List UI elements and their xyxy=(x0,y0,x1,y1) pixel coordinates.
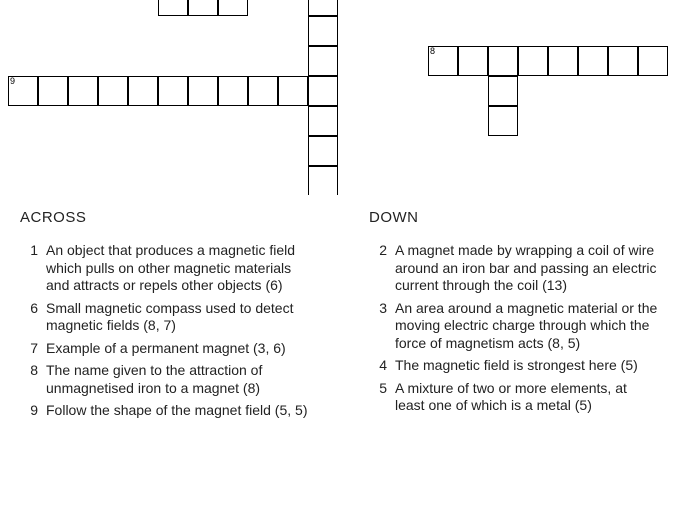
crossword-cell xyxy=(278,76,308,106)
crossword-cell xyxy=(518,46,548,76)
crossword-cell xyxy=(38,76,68,106)
crossword-cell xyxy=(308,166,338,195)
clue-number: 1 xyxy=(20,242,46,295)
down-clue: 2A magnet made by wrapping a coil of wir… xyxy=(369,242,658,295)
crossword-cell xyxy=(608,46,638,76)
clues-section: ACROSS 1An object that produces a magnet… xyxy=(0,195,678,425)
crossword-cell xyxy=(218,0,248,16)
crossword-cell xyxy=(308,16,338,46)
across-clue: 6Small magnetic compass used to detect m… xyxy=(20,300,309,335)
clue-number: 9 xyxy=(20,402,46,420)
across-column: ACROSS 1An object that produces a magnet… xyxy=(20,209,309,425)
down-list: 2A magnet made by wrapping a coil of wir… xyxy=(369,242,658,415)
clue-text: Small magnetic compass used to detect ma… xyxy=(46,300,309,335)
crossword-cell xyxy=(548,46,578,76)
crossword-cell xyxy=(308,0,338,16)
crossword-cell xyxy=(158,0,188,16)
across-clue: 7Example of a permanent magnet (3, 6) xyxy=(20,340,309,358)
clue-number: 8 xyxy=(20,362,46,397)
clue-number: 5 xyxy=(369,380,395,415)
clue-text: A mixture of two or more elements, at le… xyxy=(395,380,658,415)
crossword-cell xyxy=(98,76,128,106)
across-clue: 9Follow the shape of the magnet field (5… xyxy=(20,402,309,420)
crossword-cell xyxy=(578,46,608,76)
cell-number: 8 xyxy=(430,47,435,56)
crossword-cell: 9 xyxy=(8,76,38,106)
across-clue: 8The name given to the attraction of unm… xyxy=(20,362,309,397)
clue-text: The name given to the attraction of unma… xyxy=(46,362,309,397)
clue-text: A magnet made by wrapping a coil of wire… xyxy=(395,242,658,295)
clue-number: 2 xyxy=(369,242,395,295)
crossword-cell xyxy=(128,76,158,106)
across-heading: ACROSS xyxy=(20,209,309,226)
crossword-cell xyxy=(308,136,338,166)
clue-text: The magnetic field is strongest here (5) xyxy=(395,357,658,375)
crossword-cell xyxy=(188,0,218,16)
crossword-cell xyxy=(458,46,488,76)
down-clue: 4The magnetic field is strongest here (5… xyxy=(369,357,658,375)
across-list: 1An object that produces a magnetic fiel… xyxy=(20,242,309,420)
down-heading: DOWN xyxy=(369,209,658,226)
clue-text: Example of a permanent magnet (3, 6) xyxy=(46,340,309,358)
down-column: DOWN 2A magnet made by wrapping a coil o… xyxy=(369,209,658,425)
crossword-cell xyxy=(188,76,218,106)
crossword-cell xyxy=(488,106,518,136)
crossword-cell xyxy=(638,46,668,76)
crossword-cell: 8 xyxy=(428,46,458,76)
clue-number: 7 xyxy=(20,340,46,358)
crossword-cell xyxy=(488,76,518,106)
crossword-cell xyxy=(308,46,338,76)
clue-text: An area around a magnetic material or th… xyxy=(395,300,658,353)
crossword-cell xyxy=(308,106,338,136)
crossword-cell xyxy=(248,76,278,106)
cell-number: 9 xyxy=(10,77,15,86)
down-clue: 5A mixture of two or more elements, at l… xyxy=(369,380,658,415)
across-clue: 1An object that produces a magnetic fiel… xyxy=(20,242,309,295)
clue-number: 6 xyxy=(20,300,46,335)
crossword-cell xyxy=(218,76,248,106)
crossword-cell xyxy=(488,46,518,76)
down-clue: 3An area around a magnetic material or t… xyxy=(369,300,658,353)
crossword-cell xyxy=(158,76,188,106)
clue-text: An object that produces a magnetic field… xyxy=(46,242,309,295)
crossword-page: 89 ACROSS 1An object that produces a mag… xyxy=(0,0,678,509)
crossword-cell xyxy=(308,76,338,106)
clue-text: Follow the shape of the magnet field (5,… xyxy=(46,402,309,420)
clue-number: 4 xyxy=(369,357,395,375)
crossword-cell xyxy=(68,76,98,106)
clue-number: 3 xyxy=(369,300,395,353)
crossword-grid: 89 xyxy=(0,0,678,195)
